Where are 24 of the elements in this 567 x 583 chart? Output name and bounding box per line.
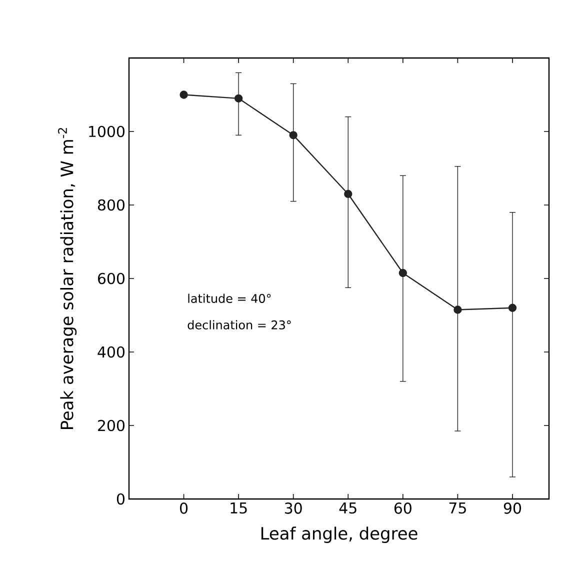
x-tick-label: 60 (394, 502, 412, 514)
annotation: latitude = 40° (188, 294, 271, 303)
y-axis-title: Peak average solar radiation, W m$^{-2}$ (58, 128, 77, 429)
y-tick-label: 800 (98, 199, 124, 211)
x-tick-label: 15 (230, 502, 247, 514)
y-tick-label: 600 (98, 272, 124, 284)
x-tick-label: 0 (180, 502, 188, 514)
x-tick-label: 30 (284, 502, 302, 514)
x-tick-label: 90 (504, 502, 521, 514)
point (180, 90, 188, 99)
x-tick-label: 75 (449, 502, 466, 514)
point (344, 190, 352, 198)
annotation: declination = 23° (188, 320, 291, 330)
point (234, 94, 243, 103)
y-tick-label: 400 (98, 346, 124, 358)
y-tick-label: 200 (98, 420, 124, 432)
y-tick-label: 1000 (89, 126, 124, 138)
point (454, 306, 462, 314)
y-tick-label: 0 (116, 493, 124, 505)
point (508, 304, 517, 312)
point (398, 268, 407, 278)
point (289, 131, 298, 140)
x-axis-title: Leaf angle, degree (261, 526, 418, 544)
x-tick-label: 45 (339, 502, 356, 514)
